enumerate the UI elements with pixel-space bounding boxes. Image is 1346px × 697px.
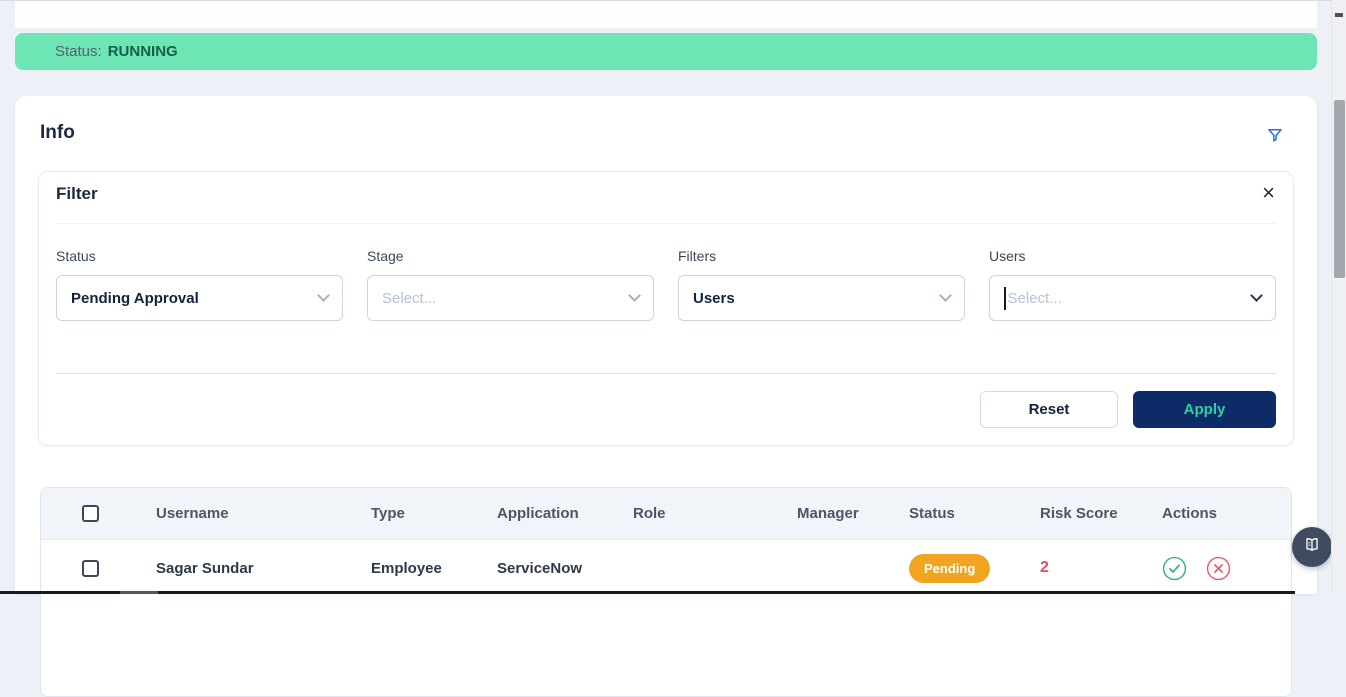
status-badge: Pending (909, 553, 991, 583)
column-header-risk-score: Risk Score (1040, 505, 1118, 522)
divider (56, 223, 1276, 224)
stage-select[interactable]: Select... (367, 275, 654, 321)
chevron-down-icon (317, 289, 330, 302)
status-select[interactable]: Pending Approval (56, 275, 343, 321)
status-banner-label: Status: (55, 43, 102, 60)
column-header-username: Username (156, 505, 229, 522)
users-combobox-placeholder: Select... (1007, 289, 1062, 307)
scrollbar-thumb[interactable] (1334, 100, 1345, 278)
chevron-down-icon (939, 289, 952, 302)
filter-panel-title: Filter (56, 184, 98, 203)
table-header-row: Username Type Application Role Manager S… (41, 488, 1291, 540)
info-card: Info Filter × Status Pending Approval St… (15, 96, 1317, 697)
column-header-type: Type (371, 505, 405, 522)
chevron-down-icon (1250, 289, 1263, 302)
previous-card-edge (15, 1, 1317, 28)
field-label-stage: Stage (367, 248, 404, 264)
field-label-status: Status (56, 248, 96, 264)
status-banner-value: RUNNING (107, 43, 178, 60)
filter-actions: Reset Apply (980, 391, 1276, 428)
status-select-value: Pending Approval (71, 289, 199, 307)
bottom-edge-bar-segment (120, 591, 158, 594)
field-label-users: Users (989, 248, 1026, 264)
bottom-edge-bar (0, 591, 1295, 594)
reject-button[interactable] (1206, 556, 1231, 581)
cell-type: Employee (371, 559, 442, 577)
column-header-role: Role (633, 505, 666, 522)
text-cursor (1004, 286, 1006, 310)
column-header-manager: Manager (797, 505, 859, 522)
field-users: Users Select... (989, 248, 1276, 321)
page-title: Info (40, 122, 75, 143)
x-circle-icon (1206, 556, 1231, 580)
table-row: Sagar Sundar Employee ServiceNow Pending… (41, 540, 1291, 596)
filter-fields: Status Pending Approval Stage Select... … (56, 248, 1276, 321)
status-banner: Status: RUNNING (15, 33, 1317, 70)
filter-panel: Filter × Status Pending Approval Stage S… (38, 171, 1294, 446)
column-header-application: Application (497, 505, 579, 522)
check-circle-icon (1162, 556, 1187, 580)
select-all-checkbox[interactable] (82, 505, 99, 522)
top-border-line (0, 0, 1331, 1)
filters-select-value: Users (693, 289, 735, 307)
funnel-icon (1266, 129, 1284, 148)
close-icon[interactable]: × (1262, 180, 1275, 205)
row-checkbox[interactable] (82, 559, 99, 577)
open-book-icon (1302, 535, 1322, 560)
field-filters: Filters Users (678, 248, 965, 321)
reset-button[interactable]: Reset (980, 391, 1118, 428)
stage-select-placeholder: Select... (382, 289, 437, 307)
filters-select[interactable]: Users (678, 275, 965, 321)
field-label-filters: Filters (678, 248, 717, 264)
scrollbar-top-mark (1335, 13, 1343, 17)
docs-fab-button[interactable] (1292, 527, 1332, 567)
risk-score-value: 2 (1040, 559, 1049, 576)
chevron-down-icon (628, 289, 641, 302)
approve-button[interactable] (1162, 556, 1187, 581)
field-status: Status Pending Approval (56, 248, 343, 321)
divider (56, 373, 1276, 374)
field-stage: Stage Select... (367, 248, 654, 321)
users-combobox[interactable]: Select... (989, 275, 1276, 321)
vertical-scrollbar[interactable] (1331, 0, 1346, 594)
apply-button[interactable]: Apply (1133, 391, 1276, 428)
column-header-status: Status (909, 505, 955, 522)
column-header-actions: Actions (1162, 505, 1218, 522)
cell-application: ServiceNow (497, 559, 583, 577)
cell-username: Sagar Sundar (156, 559, 254, 577)
filter-toggle-button[interactable] (1266, 126, 1284, 144)
